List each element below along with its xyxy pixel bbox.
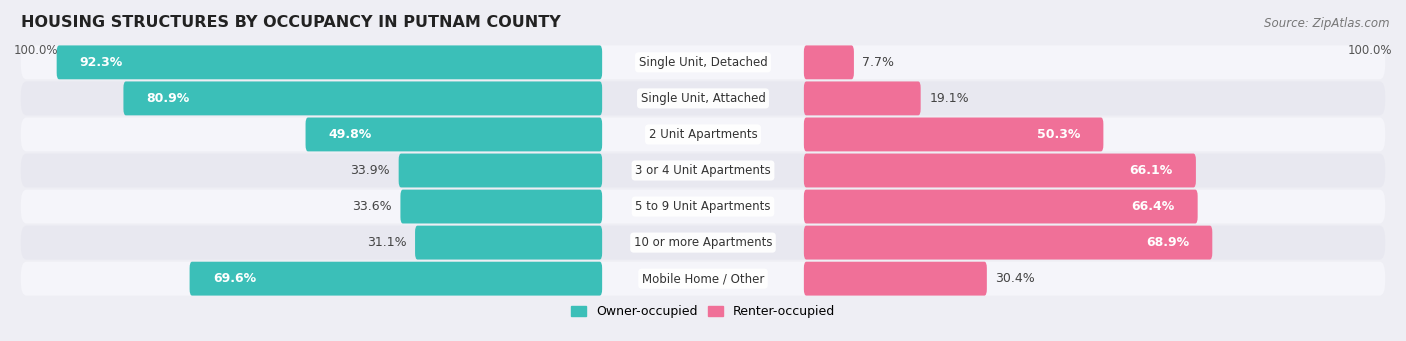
Text: 19.1%: 19.1%: [929, 92, 969, 105]
Text: 5 to 9 Unit Apartments: 5 to 9 Unit Apartments: [636, 200, 770, 213]
Text: 49.8%: 49.8%: [329, 128, 373, 141]
Text: 92.3%: 92.3%: [80, 56, 124, 69]
FancyBboxPatch shape: [804, 45, 853, 79]
FancyBboxPatch shape: [190, 262, 602, 296]
FancyBboxPatch shape: [399, 153, 602, 188]
Text: 3 or 4 Unit Apartments: 3 or 4 Unit Apartments: [636, 164, 770, 177]
FancyBboxPatch shape: [21, 118, 1385, 151]
FancyBboxPatch shape: [21, 190, 1385, 223]
Text: 66.1%: 66.1%: [1129, 164, 1173, 177]
FancyBboxPatch shape: [804, 81, 921, 115]
Text: 33.9%: 33.9%: [350, 164, 389, 177]
FancyBboxPatch shape: [21, 153, 1385, 188]
Text: 7.7%: 7.7%: [862, 56, 894, 69]
FancyBboxPatch shape: [21, 45, 1385, 79]
Text: 10 or more Apartments: 10 or more Apartments: [634, 236, 772, 249]
Text: Source: ZipAtlas.com: Source: ZipAtlas.com: [1264, 17, 1389, 30]
Text: 66.4%: 66.4%: [1132, 200, 1174, 213]
Text: 50.3%: 50.3%: [1036, 128, 1080, 141]
Text: Single Unit, Detached: Single Unit, Detached: [638, 56, 768, 69]
FancyBboxPatch shape: [804, 153, 1197, 188]
Text: 68.9%: 68.9%: [1146, 236, 1189, 249]
FancyBboxPatch shape: [124, 81, 602, 115]
Text: 2 Unit Apartments: 2 Unit Apartments: [648, 128, 758, 141]
FancyBboxPatch shape: [804, 226, 1212, 260]
Text: 80.9%: 80.9%: [146, 92, 190, 105]
Text: 33.6%: 33.6%: [353, 200, 392, 213]
Text: 31.1%: 31.1%: [367, 236, 406, 249]
FancyBboxPatch shape: [21, 262, 1385, 296]
FancyBboxPatch shape: [415, 226, 602, 260]
FancyBboxPatch shape: [804, 118, 1104, 151]
Legend: Owner-occupied, Renter-occupied: Owner-occupied, Renter-occupied: [567, 300, 839, 323]
FancyBboxPatch shape: [21, 226, 1385, 260]
FancyBboxPatch shape: [21, 81, 1385, 115]
Text: HOUSING STRUCTURES BY OCCUPANCY IN PUTNAM COUNTY: HOUSING STRUCTURES BY OCCUPANCY IN PUTNA…: [21, 15, 561, 30]
FancyBboxPatch shape: [804, 190, 1198, 223]
FancyBboxPatch shape: [401, 190, 602, 223]
Text: 69.6%: 69.6%: [212, 272, 256, 285]
Text: 100.0%: 100.0%: [1347, 44, 1392, 57]
Text: 30.4%: 30.4%: [995, 272, 1035, 285]
FancyBboxPatch shape: [804, 262, 987, 296]
Text: 100.0%: 100.0%: [14, 44, 59, 57]
Text: Mobile Home / Other: Mobile Home / Other: [641, 272, 765, 285]
Text: Single Unit, Attached: Single Unit, Attached: [641, 92, 765, 105]
FancyBboxPatch shape: [56, 45, 602, 79]
FancyBboxPatch shape: [305, 118, 602, 151]
